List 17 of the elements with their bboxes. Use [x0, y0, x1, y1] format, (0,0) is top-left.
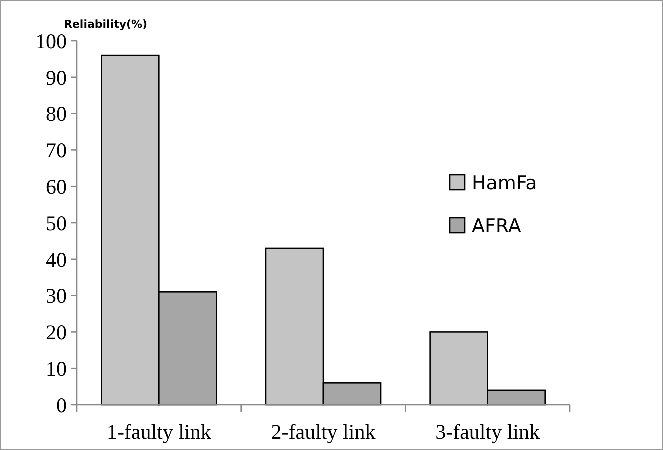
y-axis-title: Reliability(%)	[64, 18, 148, 31]
y-tick-label: 90	[46, 66, 67, 90]
y-tick-label: 70	[46, 138, 67, 163]
y-tick-label: 50	[46, 211, 67, 236]
y-tick-label: 10	[46, 356, 67, 381]
y-tick-label: 40	[46, 248, 67, 272]
y-tick-label: 20	[46, 320, 67, 345]
y-tick-label: 100	[36, 29, 67, 54]
y-tick-label: 30	[46, 284, 67, 308]
y-tick-label: 80	[46, 102, 67, 126]
x-tick-label: 1-faulty link	[106, 420, 212, 444]
y-tick-label: 60	[46, 174, 67, 199]
x-tick-label: 2-faulty link	[271, 420, 376, 444]
legend-label: AFRA	[472, 216, 522, 238]
y-tick-label: 0	[56, 393, 67, 418]
legend-label: HamFa	[472, 172, 538, 195]
x-tick-label: 3-faulty link	[436, 420, 541, 444]
